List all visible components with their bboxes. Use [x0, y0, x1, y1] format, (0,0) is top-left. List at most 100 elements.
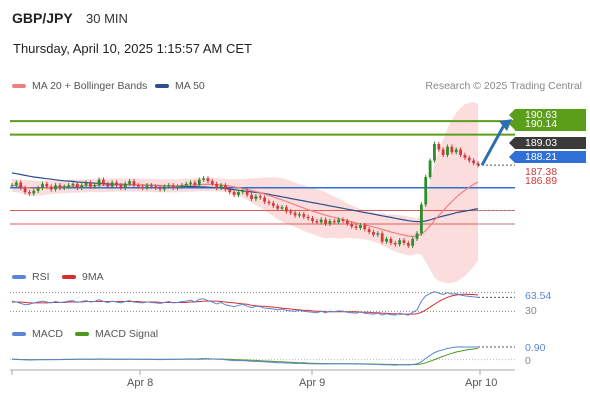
- bollinger-band: [12, 102, 478, 284]
- legend-ma50-label: MA 50: [175, 80, 205, 92]
- candle-body: [363, 225, 367, 230]
- candle-body: [80, 185, 84, 188]
- macd-tick-0: 0: [525, 355, 531, 367]
- candle-body: [171, 185, 175, 188]
- datetime-label: Thursday, April 10, 2025 1:15:57 AM CET: [13, 41, 252, 56]
- candle-body: [49, 186, 53, 190]
- symbol-title: GBP/JPY: [12, 10, 73, 26]
- candle-body: [19, 182, 23, 188]
- candle-body: [176, 186, 179, 188]
- candle-body: [324, 219, 327, 224]
- candle-body: [450, 146, 454, 153]
- candle-body: [337, 219, 341, 223]
- candle-body: [376, 233, 380, 235]
- legend-macd-signal-label: MACD Signal: [95, 328, 159, 340]
- candle-body: [128, 181, 131, 184]
- candle-body: [136, 185, 140, 187]
- candle-body: [115, 182, 118, 186]
- candle-body: [276, 205, 280, 209]
- candle-body: [315, 221, 319, 223]
- legend-macd-swatch: [12, 332, 26, 336]
- label-s2: 186.89: [525, 175, 558, 187]
- candle-body: [237, 192, 240, 195]
- candle-body: [402, 240, 406, 243]
- candle-body: [145, 185, 149, 188]
- legend-rsi-label: RSI: [32, 271, 50, 283]
- candle-body: [193, 182, 197, 186]
- tag-r1: 190.14: [509, 118, 586, 131]
- candle-body: [476, 163, 480, 166]
- candle-body: [367, 229, 371, 232]
- candle-body: [167, 185, 171, 187]
- candle-body: [154, 186, 158, 188]
- candle-body: [446, 146, 449, 155]
- candle-body: [328, 221, 332, 224]
- macd-signal-line: [12, 348, 479, 366]
- candle-body: [472, 160, 476, 164]
- candle-body: [149, 185, 153, 187]
- candle-body: [41, 183, 44, 188]
- legend-ma50-swatch: [155, 84, 169, 88]
- candle-body: [75, 183, 79, 188]
- credit-label: Research © 2025 Trading Central: [425, 80, 582, 92]
- candle-body: [14, 182, 18, 186]
- candle-body: [158, 188, 162, 190]
- candle-body: [398, 240, 402, 245]
- candle-body: [302, 214, 306, 217]
- candle-body: [93, 185, 97, 187]
- forecast-arrow-head: [499, 119, 512, 132]
- legend-rsi-ma: 9MA: [62, 271, 104, 283]
- candle-body: [224, 185, 227, 190]
- candle-body: [454, 149, 458, 153]
- candle-body: [71, 183, 75, 186]
- candle-body: [385, 238, 388, 242]
- candle-body: [311, 218, 314, 221]
- candle-body: [10, 185, 14, 187]
- candle-body: [28, 192, 31, 194]
- rsi-tick-30: 30: [525, 305, 537, 317]
- candle-body: [258, 196, 262, 198]
- candle-body: [250, 194, 253, 199]
- candle-body: [106, 183, 110, 187]
- candle-body: [54, 185, 57, 190]
- candle-body: [280, 207, 284, 209]
- candle-body: [58, 185, 62, 188]
- candle-body: [354, 226, 358, 228]
- candle-body: [467, 157, 471, 161]
- forecast-arrow: [480, 124, 506, 166]
- candle-body: [345, 221, 349, 224]
- candle-body: [219, 185, 223, 188]
- candle-body: [184, 183, 188, 186]
- candle-body: [189, 182, 192, 184]
- candle-body: [428, 160, 432, 177]
- candle-body: [119, 185, 123, 188]
- tag-pivot: 188.21: [509, 151, 586, 163]
- candle-body: [411, 238, 415, 246]
- candle-body: [350, 223, 354, 227]
- candle-body: [319, 219, 323, 223]
- legend-ma20-swatch: [12, 84, 26, 88]
- x-tick-apr9: Apr 9: [299, 377, 326, 389]
- legend-ma20: MA 20 + Bollinger Bands: [12, 80, 147, 92]
- candle-body: [267, 201, 271, 204]
- candle-body: [88, 182, 92, 187]
- legend-macd-signal-swatch: [75, 332, 89, 336]
- candle-body: [123, 183, 127, 188]
- candle-body: [380, 233, 384, 242]
- candle-body: [441, 149, 445, 155]
- candle-body: [97, 179, 101, 186]
- legend-macd-signal: MACD Signal: [75, 328, 158, 340]
- candle-body: [306, 216, 310, 219]
- candle-body: [62, 186, 66, 188]
- x-tick-apr8: Apr 8: [127, 377, 154, 389]
- legend-ma20-label: MA 20 + Bollinger Bands: [32, 80, 148, 92]
- candle-body: [406, 243, 410, 246]
- candle-body: [459, 149, 462, 155]
- candle-body: [36, 188, 40, 191]
- candle-body: [23, 188, 27, 193]
- candle-body: [202, 178, 206, 180]
- candle-body: [415, 233, 419, 239]
- candle-body: [132, 181, 136, 186]
- rsi-value-label: 63.54: [525, 290, 552, 302]
